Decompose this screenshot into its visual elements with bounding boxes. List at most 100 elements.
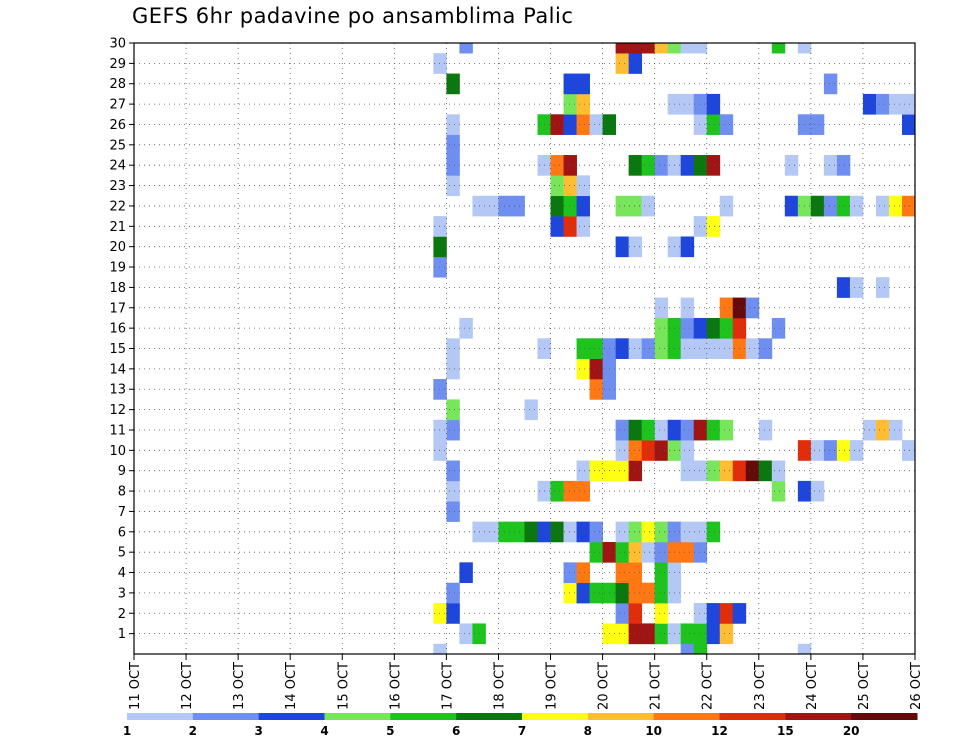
heatmap-cell [693, 114, 708, 135]
chart-title: GEFS 6hr padavine po ansamblima Palic [132, 4, 574, 28]
heatmap-cell [680, 643, 695, 655]
heatmap-cell [511, 195, 525, 217]
heatmap-cell [628, 521, 643, 543]
colorbar-segment [522, 713, 589, 720]
colorbar-label: 2 [189, 724, 197, 738]
heatmap-cell [511, 521, 525, 543]
heatmap-cell [641, 541, 656, 563]
heatmap-cell [615, 562, 630, 584]
heatmap-cell [680, 297, 695, 319]
heatmap-cell [433, 216, 447, 237]
heatmap-cell [719, 419, 734, 441]
heatmap-cell [823, 155, 838, 176]
heatmap-cell [563, 582, 577, 604]
y-tick-label: 20 [109, 240, 126, 255]
heatmap-cell [433, 379, 447, 400]
heatmap-cell [446, 419, 460, 441]
x-tick-label: 16 OCT [388, 662, 403, 710]
heatmap-cell [446, 114, 460, 135]
y-tick-label: 30 [109, 37, 126, 52]
heatmap-cell [810, 480, 825, 502]
colorbar-segment [324, 713, 391, 720]
heatmap-cell [758, 338, 773, 359]
heatmap-cell [719, 338, 734, 359]
heatmap-cell [641, 623, 656, 645]
heatmap-cell [784, 195, 799, 217]
heatmap-cell [459, 43, 473, 54]
heatmap-cell [706, 521, 721, 543]
heatmap-cell [615, 53, 630, 74]
colorbar-label: 15 [777, 724, 794, 738]
heatmap-cell [654, 419, 669, 441]
heatmap-cell [654, 297, 669, 319]
colorbar-segment [719, 713, 786, 720]
heatmap-cell [693, 216, 708, 237]
y-tick-label: 8 [118, 485, 126, 500]
heatmap-cell [446, 460, 460, 482]
heatmap-cell [615, 195, 630, 217]
heatmap-cell [433, 603, 447, 624]
heatmap-cell [576, 562, 590, 584]
heatmap-cell [485, 521, 499, 543]
heatmap-cell [654, 43, 669, 54]
heatmap-cell [446, 175, 460, 197]
heatmap-cell [849, 277, 864, 298]
heatmap-cell [680, 460, 695, 482]
heatmap-cell [628, 195, 643, 217]
heatmap-cell [901, 195, 916, 217]
y-tick-label: 2 [118, 607, 126, 622]
heatmap-cell [706, 93, 721, 115]
heatmap-cell [693, 155, 708, 176]
colorbar-segment [258, 713, 325, 720]
heatmap-cell [615, 541, 630, 563]
heatmap-cell [654, 521, 669, 543]
heatmap-cell [576, 195, 590, 217]
y-tick-label: 13 [109, 383, 126, 398]
y-tick-label: 23 [109, 179, 126, 194]
y-tick-label: 17 [109, 301, 126, 316]
heatmap-cell [849, 195, 864, 217]
heatmap-cell [550, 155, 564, 176]
heatmap-cell [628, 236, 643, 258]
heatmap-cell [563, 175, 577, 197]
heatmap-cell [693, 338, 708, 359]
heatmap-cell [706, 338, 721, 359]
heatmap-cell [758, 419, 773, 441]
colorbar-segment [851, 713, 918, 720]
heatmap-cell [641, 195, 656, 217]
heatmap-cell [589, 114, 603, 135]
heatmap-cell [667, 43, 682, 54]
heatmap-cell [654, 317, 669, 339]
heatmap-cell [901, 440, 916, 461]
heatmap-cell [901, 114, 916, 135]
y-tick-label: 6 [118, 525, 126, 540]
heatmap-cell [823, 440, 838, 461]
heatmap-cell [875, 419, 890, 441]
heatmap-cell [563, 480, 577, 502]
heatmap-cell [498, 521, 512, 543]
heatmap-cell [615, 43, 630, 54]
y-tick-label: 27 [109, 98, 126, 113]
y-tick-label: 3 [118, 586, 126, 601]
heatmap-cell [446, 134, 460, 156]
heatmap-cell [550, 195, 564, 217]
heatmap-cell [706, 623, 721, 645]
heatmap-cell [719, 195, 734, 217]
heatmap-cell [550, 521, 564, 543]
heatmap-cell [654, 562, 669, 584]
heatmap-cell [654, 440, 669, 461]
heatmap-cell [836, 277, 851, 298]
heatmap-cell [628, 541, 643, 563]
heatmap-cell [589, 521, 603, 543]
heatmap-cell [784, 155, 799, 176]
heatmap-cell [446, 338, 460, 359]
heatmap-cell [628, 338, 643, 359]
x-tick-label: 24 OCT [805, 662, 820, 710]
heatmap-cell [589, 541, 603, 563]
x-tick-label: 12 OCT [180, 662, 195, 710]
heatmap-cell [797, 643, 812, 655]
heatmap-cell [498, 195, 512, 217]
colorbar-segment [192, 713, 260, 720]
heatmap-cell [680, 440, 695, 461]
x-tick-label: 15 OCT [336, 662, 351, 710]
